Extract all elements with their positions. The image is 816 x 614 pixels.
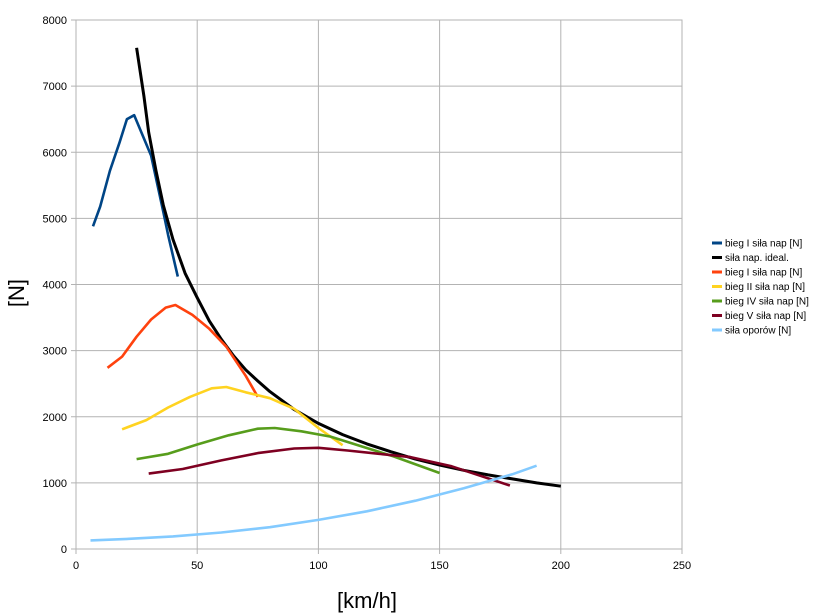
x-axis-ticks: 0 50 100 150 200 250 — [73, 549, 691, 572]
legend-label: siła nap. ideal. — [725, 253, 789, 264]
x-tick-label: 100 — [309, 560, 327, 572]
legend: bieg I siła nap [N] siła nap. ideal. bieg … — [712, 239, 809, 337]
legend-label: bieg I siła nap [N] — [725, 239, 802, 250]
x-tick-label: 50 — [191, 560, 203, 572]
y-tick-label: 2000 — [43, 412, 67, 424]
y-axis-title: [N] — [4, 279, 29, 307]
y-tick-label: 5000 — [43, 213, 67, 225]
x-tick-label: 250 — [673, 560, 691, 572]
x-tick-label: 150 — [430, 560, 448, 572]
x-tick-label: 200 — [552, 560, 570, 572]
series-line-1 — [91, 113, 180, 277]
legend-label: bieg I siła nap [N] — [725, 268, 802, 279]
series-lines — [90, 47, 562, 542]
series-line-7 — [90, 464, 538, 542]
legend-label: siła oporów [N] — [725, 326, 791, 337]
x-axis-title: [km/h] — [337, 588, 397, 613]
y-tick-label: 0 — [61, 544, 67, 556]
series-line-2 — [135, 47, 562, 488]
y-tick-label: 7000 — [43, 81, 67, 93]
y-tick-label: 3000 — [43, 346, 67, 358]
y-tick-label: 8000 — [43, 15, 67, 27]
y-tick-label: 6000 — [43, 147, 67, 159]
series-line-6 — [148, 446, 511, 487]
y-axis-ticks: 0 1000 2000 3000 4000 5000 6000 7000 8000 — [43, 15, 76, 556]
series-line-3 — [106, 303, 259, 398]
legend-label: bieg IV siła nap [N] — [725, 297, 809, 308]
y-tick-label: 1000 — [43, 478, 67, 490]
series-line-4 — [121, 385, 344, 447]
series-line-5 — [136, 426, 441, 475]
legend-label: bieg V siła nap [N] — [725, 311, 806, 322]
x-tick-label: 0 — [73, 560, 79, 572]
legend-label: bieg II siła nap [N] — [725, 282, 805, 293]
grid — [75, 19, 683, 550]
y-tick-label: 4000 — [43, 280, 67, 292]
